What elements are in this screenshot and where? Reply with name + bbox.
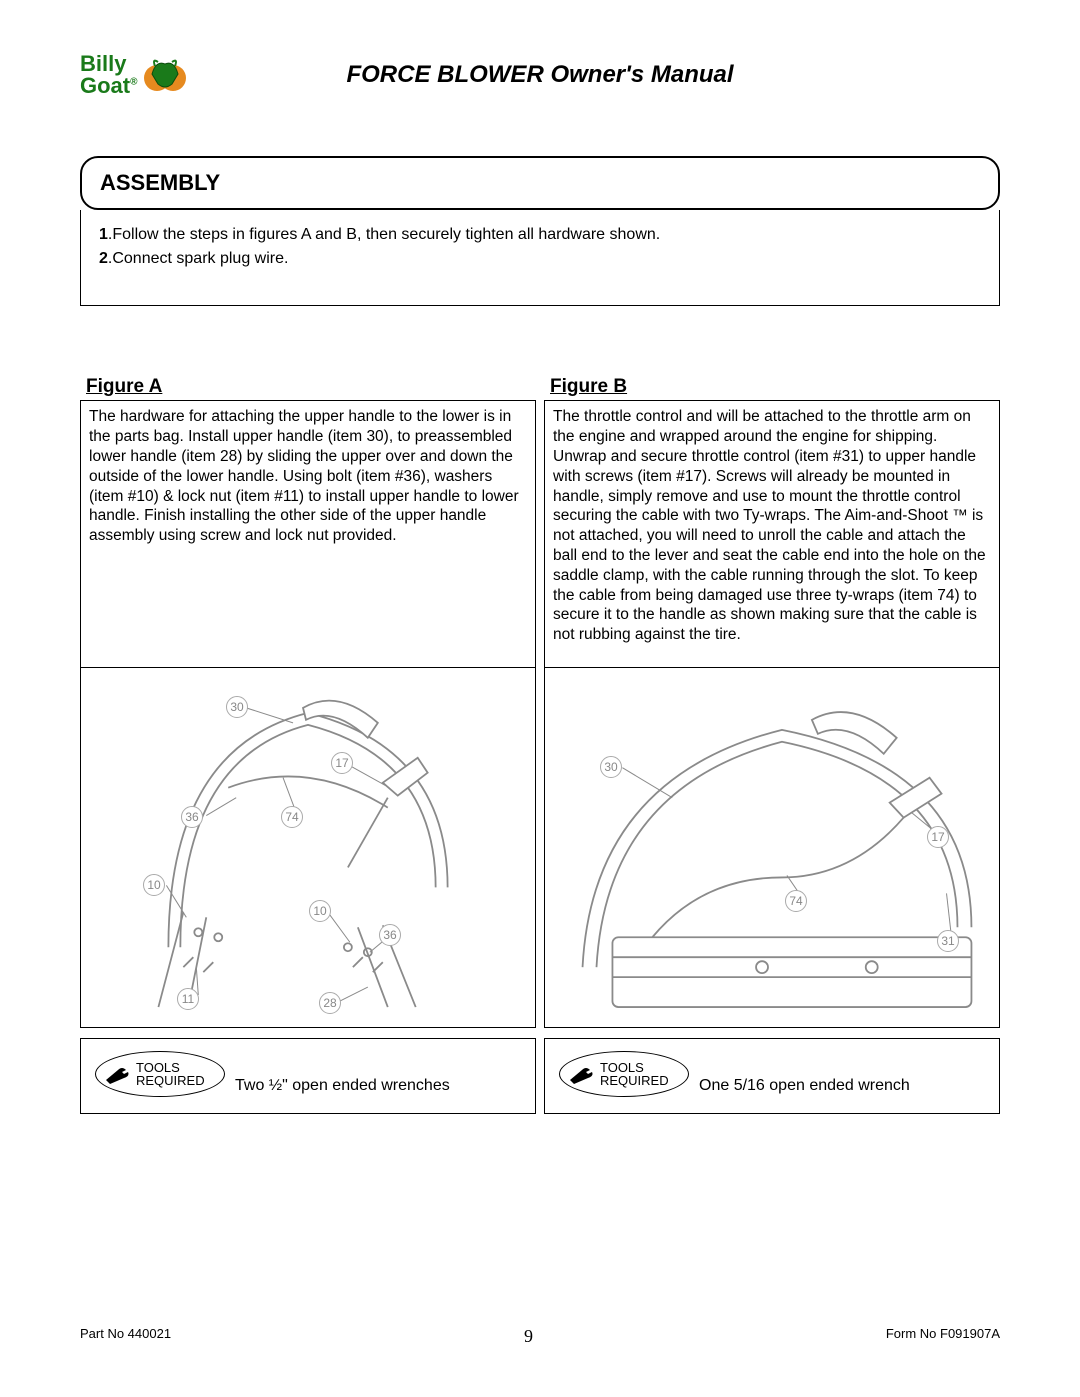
section-header-box: ASSEMBLY <box>80 156 1000 210</box>
figure-a-tools-box: TOOLS REQUIRED Two ½" open ended wrenche… <box>80 1038 536 1114</box>
figure-a-title: Figure A <box>80 376 536 400</box>
wrench-icon <box>102 1060 132 1088</box>
brand-logo: Billy Goat® <box>80 40 200 110</box>
page-footer: Part No 440021 9 Form No F091907A <box>0 1326 1080 1347</box>
instruction-line: 1.Follow the steps in figures A and B, t… <box>99 224 981 246</box>
footer-part-no: Part No 440021 <box>80 1326 171 1347</box>
figure-b-title: Figure B <box>544 376 1000 400</box>
figure-b-tools-text: One 5/16 open ended wrench <box>699 1077 910 1099</box>
instruction-text: .Connect spark plug wire. <box>108 250 289 267</box>
figure-b-diagram: 30 17 74 31 <box>544 668 1000 1028</box>
figure-a-text: The hardware for attaching the upper han… <box>80 400 536 668</box>
figure-b-tools-box: TOOLS REQUIRED One 5/16 open ended wrenc… <box>544 1038 1000 1114</box>
instruction-num: 2 <box>99 250 108 267</box>
page-header: Billy Goat® FORCE BLOWER Owner's Manual <box>0 0 1080 120</box>
brand-line2: Goat® <box>80 75 138 97</box>
instruction-num: 1 <box>99 226 108 243</box>
footer-page-number: 9 <box>524 1326 533 1347</box>
brand-line1: Billy <box>80 53 138 75</box>
figure-a-diagram: 30 17 36 74 10 10 36 11 28 <box>80 668 536 1028</box>
figure-a-column: Figure A The hardware for attaching the … <box>80 376 540 1114</box>
goat-icon <box>142 52 188 98</box>
manual-title: FORCE BLOWER Owner's Manual <box>200 61 1000 89</box>
tools-badge-text: TOOLS REQUIRED <box>136 1061 205 1088</box>
tools-badge-text: TOOLS REQUIRED <box>600 1061 669 1088</box>
instruction-line: 2.Connect spark plug wire. <box>99 248 981 270</box>
section-title: ASSEMBLY <box>100 170 980 196</box>
instruction-text: .Follow the steps in figures A and B, th… <box>108 226 660 243</box>
wrench-icon <box>566 1060 596 1088</box>
tools-required-badge: TOOLS REQUIRED <box>95 1051 225 1097</box>
footer-form-no: Form No F091907A <box>886 1326 1000 1347</box>
tools-required-badge: TOOLS REQUIRED <box>559 1051 689 1097</box>
brand-text: Billy Goat® <box>80 53 138 97</box>
figures-row: Figure A The hardware for attaching the … <box>80 376 1000 1114</box>
figure-b-column: Figure B The throttle control and will b… <box>540 376 1000 1114</box>
figure-a-tools-text: Two ½" open ended wrenches <box>235 1077 450 1099</box>
instructions-box: 1.Follow the steps in figures A and B, t… <box>80 210 1000 306</box>
figure-b-text: The throttle control and will be attache… <box>544 400 1000 668</box>
